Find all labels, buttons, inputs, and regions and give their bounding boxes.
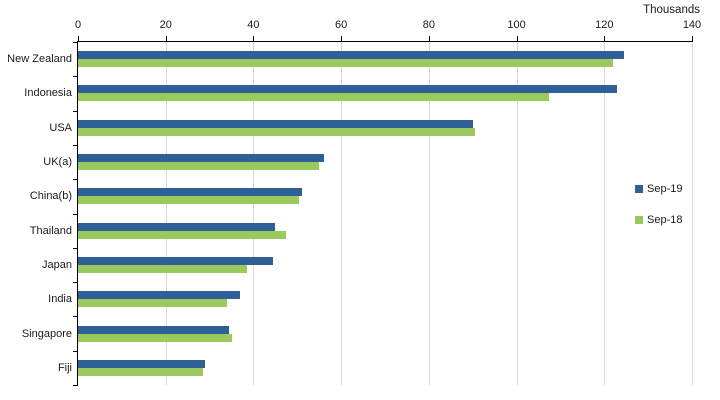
bar-sep-19-singapore xyxy=(78,326,229,334)
bar-sep-19-uk-a- xyxy=(78,154,324,162)
gridline-x-100 xyxy=(516,42,518,385)
x-axis-tick xyxy=(604,36,606,42)
y-axis-tick xyxy=(73,316,78,317)
x-axis-tick xyxy=(516,36,518,42)
x-tick-label-40: 40 xyxy=(247,19,260,31)
gridline-x-40 xyxy=(253,42,255,385)
category-label-singapore: Singapore xyxy=(21,327,72,340)
x-tick-label-80: 80 xyxy=(422,19,435,31)
bar-sep-18-fiji xyxy=(78,368,203,376)
x-tick-label-100: 100 xyxy=(507,19,526,31)
legend-label-sep-19: Sep-19 xyxy=(647,183,683,195)
category-label-thailand: Thailand xyxy=(29,224,72,237)
y-axis-tick xyxy=(73,179,78,180)
bar-sep-18-china-b- xyxy=(78,196,299,204)
x-tick-label-140: 140 xyxy=(682,19,702,31)
bar-sep-18-thailand xyxy=(78,231,286,239)
y-axis-tick xyxy=(73,282,78,283)
x-axis-tick xyxy=(78,36,79,42)
category-label-china-b-: China(b) xyxy=(29,190,72,203)
legend-swatch-sep-19 xyxy=(635,185,643,193)
y-axis-tick xyxy=(73,111,78,112)
bar-sep-18-usa xyxy=(78,128,475,136)
category-label-fiji: Fiji xyxy=(57,361,72,374)
x-axis-tick xyxy=(428,36,430,42)
legend-swatch-sep-18 xyxy=(635,216,643,224)
bar-sep-18-new-zealand xyxy=(78,59,613,67)
category-label-india: India xyxy=(48,293,72,306)
y-axis-tick xyxy=(73,248,78,249)
y-axis-tick xyxy=(73,214,78,215)
x-tick-label-20: 20 xyxy=(159,19,172,31)
y-axis-tick xyxy=(73,42,78,43)
bar-sep-18-india xyxy=(78,299,227,307)
bar-sep-19-indonesia xyxy=(78,85,617,93)
bar-sep-19-new-zealand xyxy=(78,51,624,59)
y-axis-tick xyxy=(73,76,78,77)
gridline-x-80 xyxy=(428,42,430,385)
bar-sep-19-usa xyxy=(78,120,473,128)
x-axis-tick xyxy=(253,36,255,42)
bar-sep-18-singapore xyxy=(78,334,232,342)
legend-item-sep-19: Sep-19 xyxy=(635,183,682,195)
x-tick-label-120: 120 xyxy=(595,19,614,31)
gridline-x-20 xyxy=(165,42,167,385)
y-axis-tick xyxy=(73,385,78,386)
y-axis-tick xyxy=(73,351,78,352)
y-axis-line xyxy=(77,41,78,386)
bar-sep-18-japan xyxy=(78,265,247,273)
bar-sep-19-china-b- xyxy=(78,188,302,196)
bar-sep-18-indonesia xyxy=(78,93,549,101)
x-axis-line xyxy=(78,41,693,42)
x-tick-label-60: 60 xyxy=(335,19,348,31)
bar-sep-19-thailand xyxy=(78,223,275,231)
x-axis-tick xyxy=(341,36,343,42)
bar-sep-19-fiji xyxy=(78,360,205,368)
x-tick-label-0: 0 xyxy=(74,19,82,31)
bar-sep-19-japan xyxy=(78,257,273,265)
gridline-x-60 xyxy=(341,42,343,385)
category-label-japan: Japan xyxy=(42,258,72,271)
legend: Sep-19 Sep-18 xyxy=(635,183,682,245)
y-axis-tick xyxy=(73,145,78,146)
legend-item-sep-18: Sep-18 xyxy=(635,214,682,226)
bar-sep-19-india xyxy=(78,291,240,299)
gridline-x-120 xyxy=(604,42,606,385)
legend-label-sep-18: Sep-18 xyxy=(647,214,683,226)
gridline-x-140 xyxy=(692,42,693,385)
category-label-new-zealand: New Zealand xyxy=(7,53,72,66)
category-label-usa: USA xyxy=(49,121,72,134)
category-label-uk-a-: UK(a) xyxy=(43,156,72,169)
x-axis-tick xyxy=(692,36,693,42)
category-label-indonesia: Indonesia xyxy=(24,87,72,100)
axis-unit-label: Thousands xyxy=(643,4,700,16)
bar-sep-18-uk-a- xyxy=(78,162,319,170)
x-axis-tick xyxy=(165,36,167,42)
